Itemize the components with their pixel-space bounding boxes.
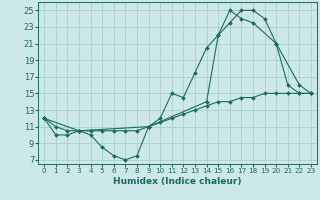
X-axis label: Humidex (Indice chaleur): Humidex (Indice chaleur) — [113, 177, 242, 186]
